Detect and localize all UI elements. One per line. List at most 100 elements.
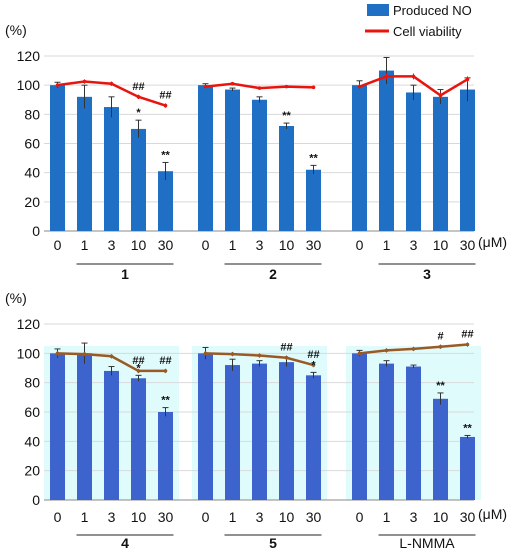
viability-point	[411, 347, 416, 351]
x-tick-label: 30	[306, 237, 322, 253]
bar-series	[50, 342, 475, 500]
viability-point	[82, 352, 87, 356]
viability-point	[384, 348, 389, 353]
x-tick-label: 10	[131, 237, 147, 253]
no-bar	[104, 107, 119, 231]
x-tick-label: 0	[356, 509, 364, 525]
y-axis-label: (%)	[5, 22, 27, 38]
no-bar	[131, 128, 146, 231]
x-tick-label: 30	[460, 509, 476, 525]
viability-point	[203, 351, 208, 356]
x-tick-label: 30	[158, 237, 174, 253]
no-bar	[460, 436, 475, 500]
significance-mark: **	[309, 152, 318, 164]
no-bar	[131, 378, 146, 500]
no-bar	[198, 353, 213, 500]
viability-mark: ##	[132, 81, 144, 93]
x-tick-label: 3	[410, 509, 418, 525]
y-tick-label: 80	[24, 106, 40, 122]
legend: Produced NO Cell viability	[365, 3, 472, 39]
viability-mark: ##	[159, 355, 171, 367]
x-tick-label: 1	[229, 509, 237, 525]
no-bar	[104, 370, 119, 500]
viability-point	[203, 84, 208, 89]
viability-mark: #	[437, 331, 443, 343]
legend-bar-swatch	[367, 4, 389, 16]
no-bar	[406, 366, 421, 500]
viability-point	[55, 351, 60, 356]
viability-point	[163, 369, 168, 373]
no-bar	[379, 363, 394, 500]
no-bar	[225, 89, 240, 232]
significance-marks: ***## ## *####****# ##	[132, 329, 473, 435]
no-bar	[77, 353, 92, 500]
no-bar	[379, 70, 394, 231]
no-bar	[77, 96, 92, 231]
no-bar	[198, 85, 213, 232]
viability-point	[357, 84, 362, 89]
no-bar	[252, 99, 267, 231]
y-tick-label: 100	[17, 345, 41, 361]
viability-mark: ##	[132, 355, 144, 367]
y-axis-label: (%)	[5, 290, 27, 306]
viability-point	[136, 95, 141, 99]
x-tick-label: 0	[356, 237, 364, 253]
x-tick-label: 1	[383, 509, 391, 525]
no-bar	[460, 89, 475, 232]
x-tick-label: 3	[108, 509, 116, 525]
viability-mark: ##	[307, 349, 319, 361]
x-tick-label: 0	[54, 237, 62, 253]
x-tick-label: 10	[433, 237, 449, 253]
y-tick-label: 120	[17, 48, 41, 64]
x-tick-label: 30	[460, 237, 476, 253]
no-bar	[406, 92, 421, 231]
x-tick-label: 3	[256, 237, 264, 253]
viability-point	[357, 351, 362, 356]
x-tick-label: 30	[158, 509, 174, 525]
group-label: 1	[121, 266, 129, 282]
group-label: 3	[423, 266, 431, 282]
significance-mark: **	[161, 395, 170, 407]
no-bar	[279, 362, 294, 500]
x-tick-label: 30	[306, 509, 322, 525]
viability-point	[465, 77, 470, 82]
viability-point	[230, 352, 235, 356]
viability-point	[257, 353, 262, 358]
no-bar	[225, 365, 240, 500]
viability-point	[109, 81, 114, 86]
x-tick-label: 3	[256, 509, 264, 525]
y-tick-label: 60	[24, 136, 40, 152]
no-bar	[158, 412, 173, 500]
y-tick-label: 20	[24, 194, 40, 210]
legend-bar-label: Produced NO	[393, 3, 472, 18]
viability-point	[257, 86, 262, 90]
x-tick-label: 10	[131, 509, 147, 525]
y-tick-label: 0	[32, 492, 40, 508]
viability-point	[384, 74, 389, 79]
x-tick-label: 0	[54, 509, 62, 525]
significance-marks: ***####****	[132, 81, 318, 165]
significance-mark: **	[463, 422, 472, 434]
viability-point	[311, 363, 316, 367]
x-tick-label: 3	[108, 237, 116, 253]
no-bar	[158, 171, 173, 231]
y-tick-label: 120	[17, 316, 41, 332]
no-bar	[306, 169, 321, 231]
y-tick-label: 20	[24, 463, 40, 479]
significance-mark: **	[282, 110, 291, 122]
group-label: 4	[121, 535, 129, 550]
legend-line-label: Cell viability	[393, 24, 462, 39]
group-label: 2	[269, 266, 277, 282]
y-tick-label: 40	[24, 165, 40, 181]
no-bar	[50, 353, 65, 500]
x-tick-label: 10	[279, 509, 295, 525]
group-label: 5	[269, 535, 277, 550]
viability-mark: ##	[461, 329, 473, 341]
viability-mark: ##	[280, 342, 292, 354]
x-tick-label: 0	[202, 509, 210, 525]
no-bar	[279, 126, 294, 231]
